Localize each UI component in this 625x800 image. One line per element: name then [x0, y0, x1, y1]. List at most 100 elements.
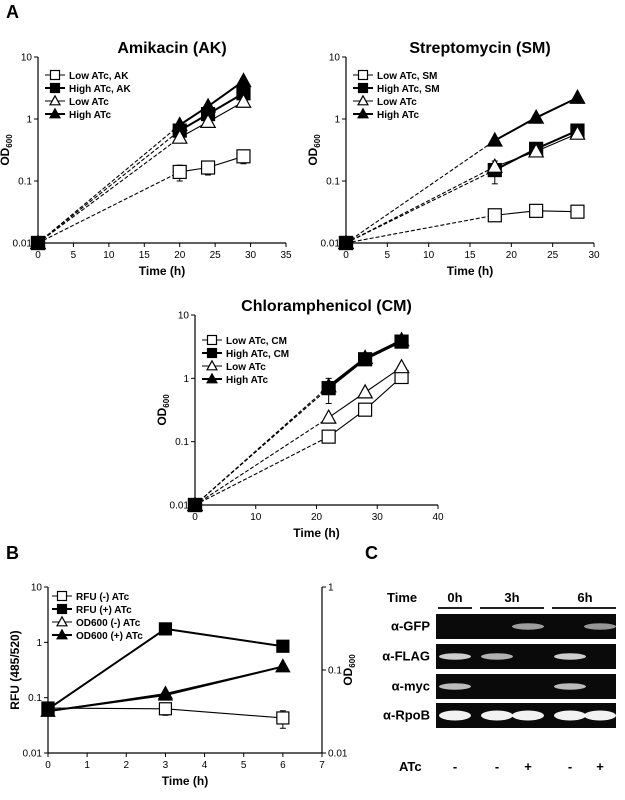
data-point: [320, 377, 337, 393]
atc-sign: +: [596, 759, 604, 774]
legend-label: Low ATc, AK: [69, 71, 129, 82]
x-tick-label: 0: [45, 760, 51, 771]
y2-tick-label: 0.01: [328, 749, 348, 760]
legend-marker: [206, 359, 218, 371]
blot-band: [512, 710, 544, 721]
series-line: [194, 436, 329, 506]
y-tick-label: 0.01: [170, 501, 190, 512]
chart-title: Streptomycin (SM): [409, 40, 550, 57]
y-tick-label: 0.1: [326, 177, 340, 188]
legend-label: Low ATc, CM: [226, 336, 287, 347]
data-point: [486, 157, 503, 173]
data-point: [158, 702, 173, 716]
data-point: [486, 131, 503, 147]
atc-sign: -: [568, 759, 572, 774]
legend-marker: [49, 69, 61, 81]
series-line: [345, 214, 495, 244]
x-tick-label: 20: [311, 512, 323, 523]
x-axis-label: Time (h): [293, 526, 339, 540]
data-point: [337, 234, 355, 250]
legend-label: Low ATc, SM: [377, 71, 437, 82]
timepoint-label: 3h: [504, 590, 519, 605]
y-tick-label: 1: [183, 374, 189, 385]
series-line: [535, 133, 578, 152]
x-tick-label: 35: [280, 250, 292, 261]
legend-label: High ATc: [226, 375, 268, 386]
legend: Low ATc, SM High ATc, SM Low ATc High ATc: [353, 69, 440, 121]
legend-marker: [49, 107, 61, 119]
blot-band: [584, 623, 616, 630]
blot-band: [584, 710, 616, 721]
data-point: [275, 658, 291, 673]
x-tick-label: 0: [192, 512, 198, 523]
legend-label: High ATc, CM: [226, 349, 289, 360]
time-label: Time: [387, 590, 417, 605]
data-point: [356, 383, 374, 399]
x-tick-label: 30: [588, 250, 600, 261]
legend-label: High ATc, SM: [377, 84, 440, 95]
y-axis-label: OD600: [155, 394, 171, 426]
series-line: [47, 628, 166, 710]
legend-marker: [357, 82, 369, 94]
series-high-atc: [186, 331, 410, 512]
legend-marker: [357, 69, 369, 81]
legend-marker: [206, 334, 218, 346]
blot-row-label: α-myc: [392, 679, 430, 694]
y2-tick-label: 0.1: [328, 666, 342, 677]
blot-band: [439, 710, 471, 721]
data-point: [569, 124, 586, 140]
data-point: [236, 149, 251, 164]
data-point: [200, 160, 216, 175]
panel-label-a: A: [6, 2, 19, 22]
x-tick-label: 10: [423, 250, 435, 261]
y-tick-label: 1: [26, 115, 32, 126]
legend-marker: [49, 94, 61, 106]
data-point: [569, 89, 586, 104]
series-line: [494, 150, 537, 168]
series-line: [37, 130, 181, 244]
legend-label: RFU (-) ATc: [76, 592, 130, 603]
x-axis-label: Time (h): [447, 264, 493, 278]
legend-label: Low ATc: [69, 97, 109, 108]
legend-marker: [206, 347, 218, 359]
x-tick-label: 5: [71, 250, 77, 261]
x-axis-label: Time (h): [139, 264, 185, 278]
data-point: [171, 128, 188, 144]
data-point: [570, 204, 585, 219]
data-point: [393, 331, 410, 347]
legend-marker: [56, 590, 68, 602]
series-line: [494, 116, 537, 142]
y-axis-label: RFU (485/520): [8, 630, 22, 709]
data-point: [487, 208, 502, 223]
series-line: [194, 387, 330, 506]
data-point: [276, 711, 290, 725]
series-rfu-atc: [41, 622, 290, 716]
x-tick-label: 10: [250, 512, 262, 523]
x-tick-label: 3: [163, 760, 169, 771]
blot-band: [481, 710, 513, 721]
timepoint-label: 6h: [577, 590, 592, 605]
series-line: [165, 665, 284, 696]
data-point: [393, 358, 410, 374]
x-tick-label: 30: [245, 250, 257, 261]
y-tick-label: 10: [178, 311, 190, 322]
y-tick-label: 10: [31, 583, 43, 594]
y-tick-label: 0.01: [321, 239, 341, 250]
blot-band: [481, 653, 513, 660]
data-point: [235, 72, 252, 88]
x-tick-label: 20: [174, 250, 186, 261]
x-tick-label: 7: [319, 760, 325, 771]
data-point: [235, 92, 252, 108]
legend-label: OD600 (+) ATc: [76, 631, 143, 642]
x-tick-label: 25: [210, 250, 222, 261]
data-point: [40, 702, 56, 717]
data-point: [171, 116, 188, 132]
y-tick-label: 0.01: [23, 749, 43, 760]
legend-marker: [357, 94, 369, 106]
blot-band: [554, 710, 586, 721]
blot-row-label: α-RpoB: [383, 708, 430, 723]
x-tick-label: 5: [241, 760, 247, 771]
